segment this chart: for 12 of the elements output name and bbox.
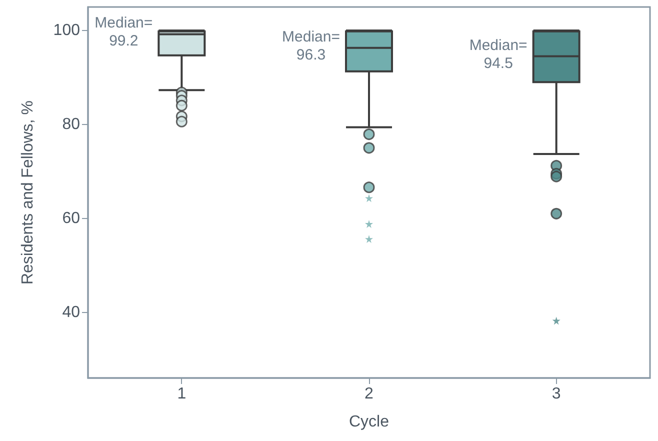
- y-tick-label: 60: [62, 210, 80, 227]
- annotation: Median= 96.3: [282, 28, 340, 64]
- y-tick-label: 100: [53, 22, 80, 39]
- x-tick-label: 2: [364, 386, 374, 402]
- x-axis-title: Cycle: [348, 414, 390, 430]
- x-tick-label: 3: [552, 386, 561, 402]
- annotation: Median= 94.5: [469, 36, 528, 72]
- x-tick-label: 1: [177, 386, 186, 402]
- y-tick-label: 40: [62, 304, 80, 321]
- annotation: Median= 99.2: [94, 14, 153, 50]
- y-tick-label: 80: [62, 116, 80, 133]
- y-axis-title: Residents and Fellows, %: [20, 100, 36, 285]
